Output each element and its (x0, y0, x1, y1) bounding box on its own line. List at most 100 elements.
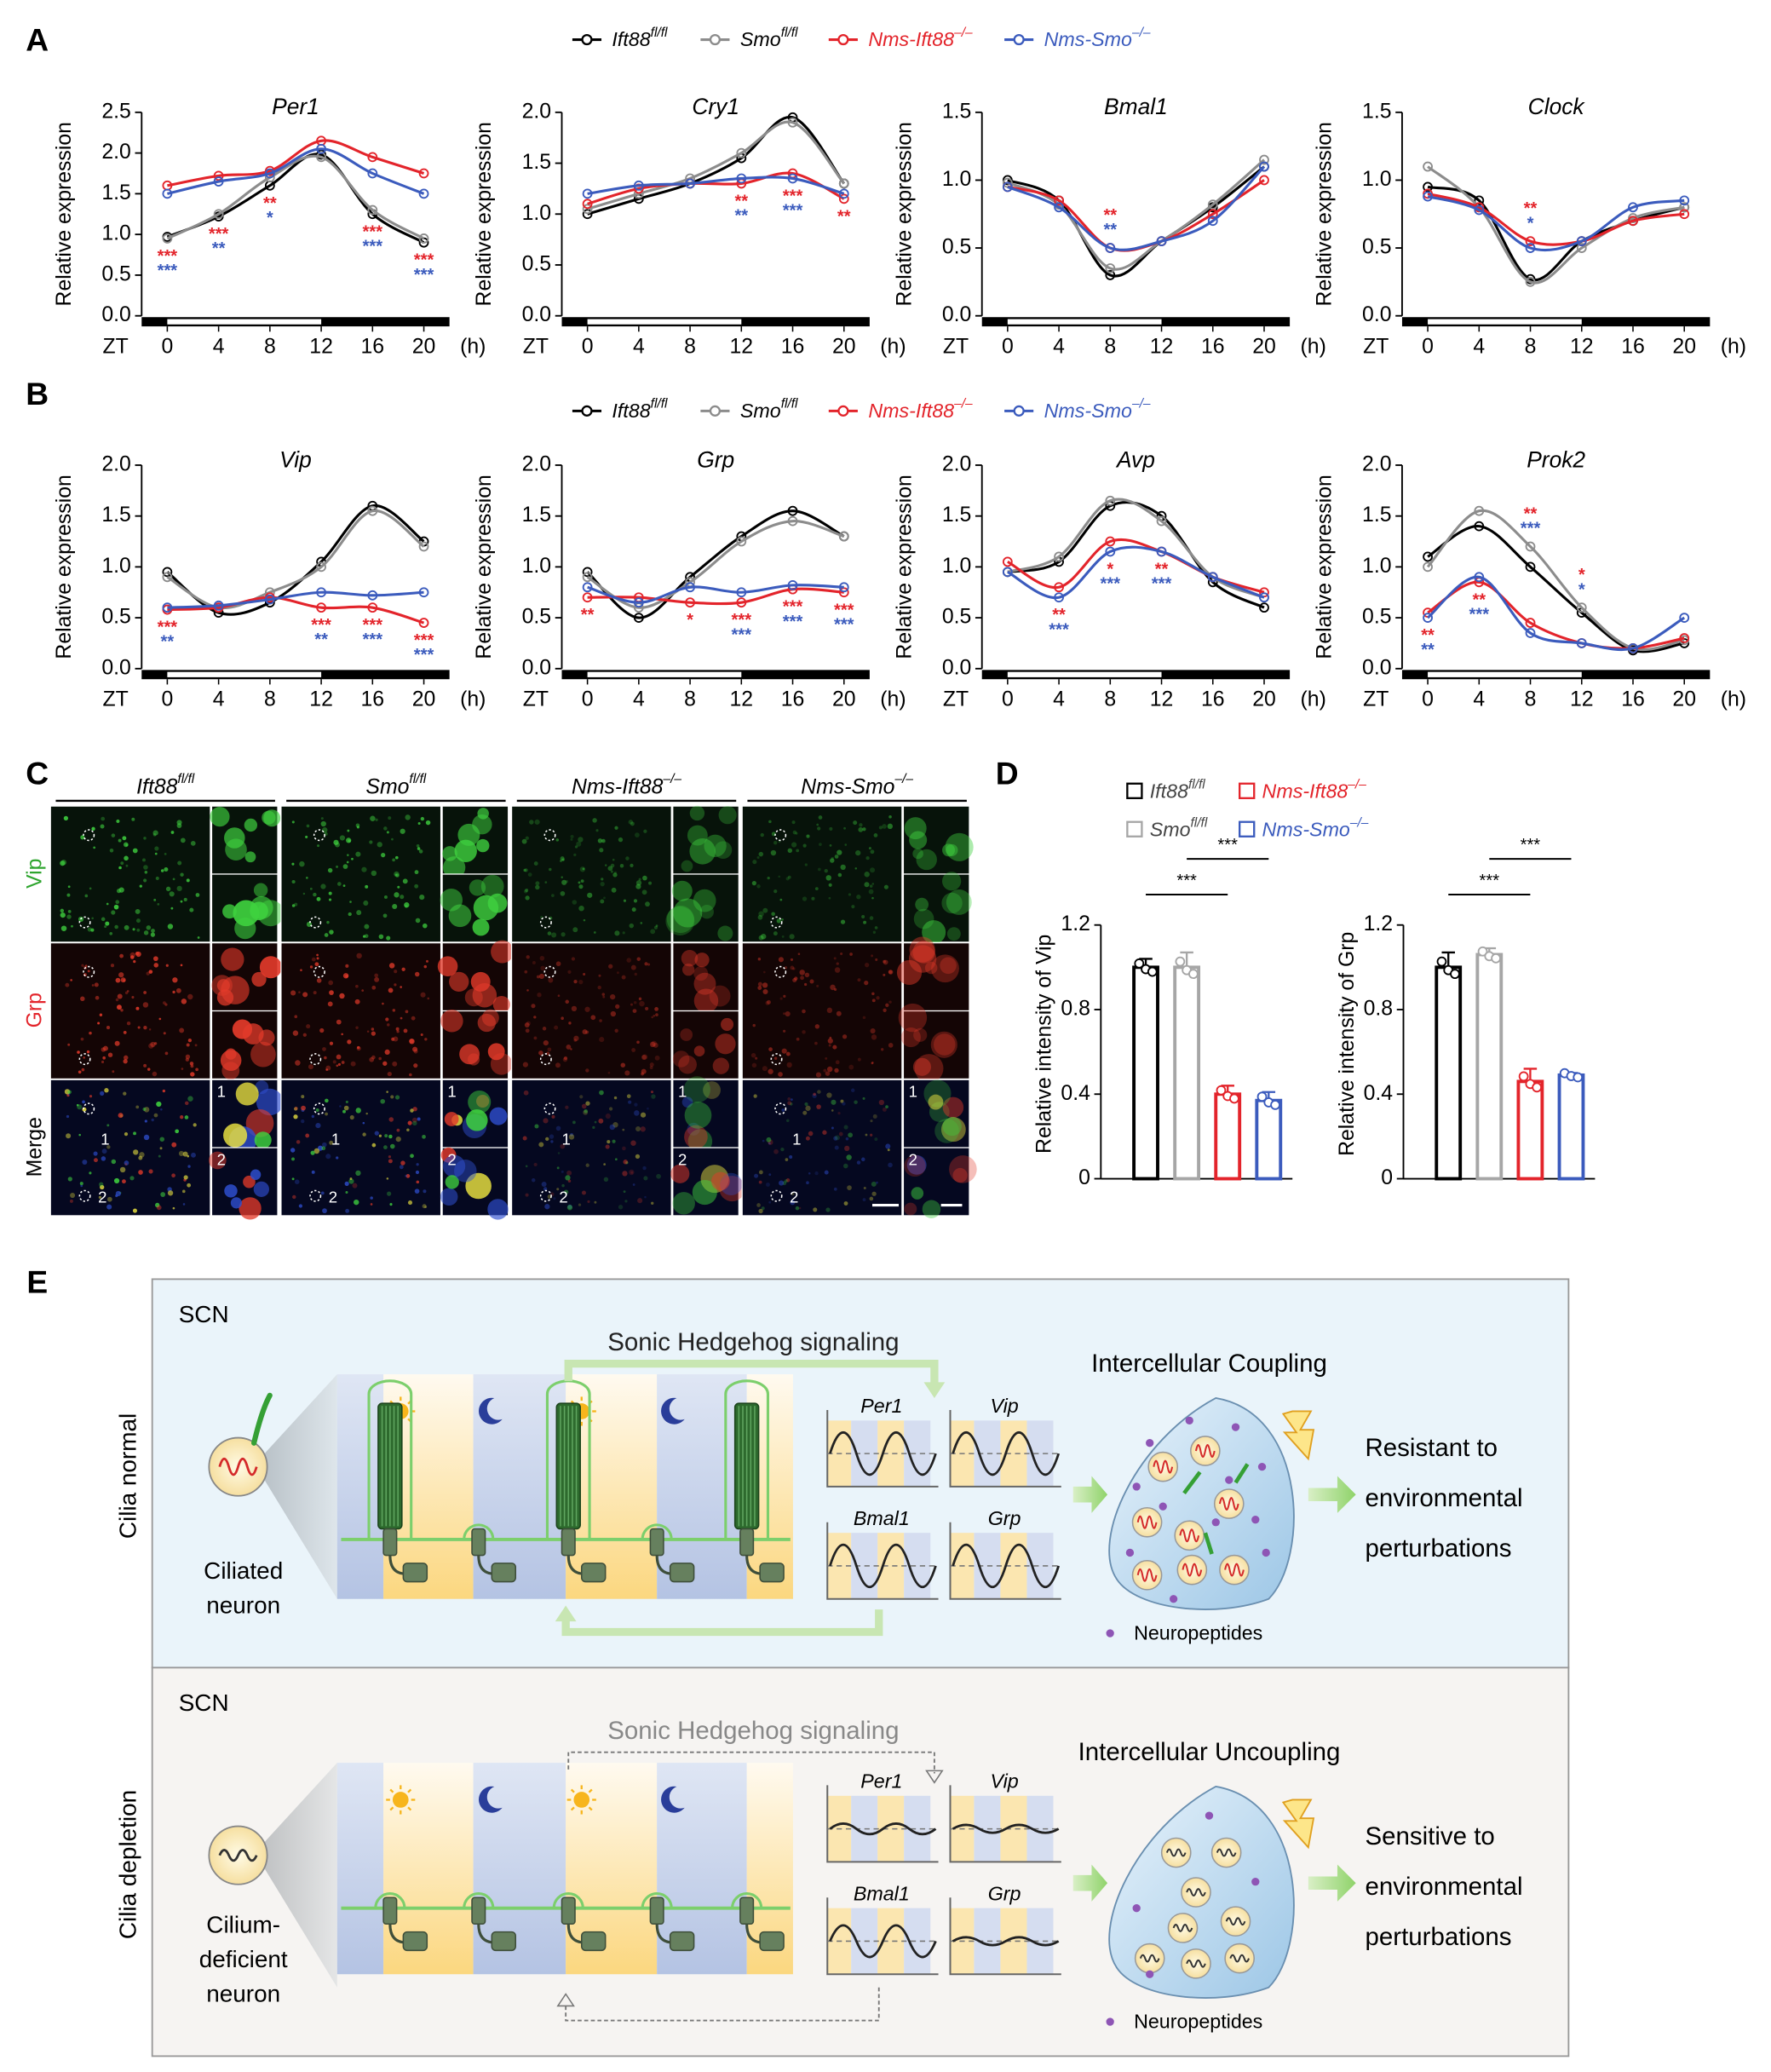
signal (790, 965, 795, 970)
signal (757, 914, 763, 920)
signal (371, 1055, 376, 1060)
data-point (1105, 270, 1116, 280)
data-point (787, 117, 798, 128)
data-point (1525, 243, 1536, 253)
neuron-wave (1229, 1954, 1250, 1963)
signal (626, 958, 632, 963)
signal (329, 930, 334, 935)
signal (792, 830, 797, 835)
signal (171, 1173, 175, 1178)
signal (135, 952, 140, 956)
signal (522, 1062, 528, 1068)
signal (911, 1187, 924, 1200)
signal (133, 1149, 139, 1155)
inset-label: 1 (678, 1083, 687, 1101)
signal (320, 820, 326, 827)
signal (424, 1038, 428, 1041)
x-tick-label: 12 (1150, 688, 1174, 711)
signal (870, 1027, 876, 1034)
signal (630, 863, 634, 867)
signal (825, 1207, 831, 1212)
inset-label: 2 (447, 1150, 456, 1168)
data-point (736, 147, 747, 158)
signal (645, 1006, 649, 1010)
data-point (1525, 628, 1536, 638)
signal (756, 1203, 761, 1207)
signal (672, 1192, 695, 1215)
signal (413, 1063, 418, 1068)
signal (703, 1081, 721, 1099)
signal (909, 831, 928, 849)
signal (806, 834, 810, 838)
signal (692, 1179, 717, 1206)
signal (578, 881, 581, 884)
neuron-wave (1186, 1959, 1206, 1968)
data-point (1105, 536, 1116, 547)
signal (555, 1062, 561, 1068)
label-name: Ift88 (136, 775, 177, 798)
signal (158, 1017, 162, 1021)
data-point (213, 600, 224, 611)
signal (848, 893, 852, 896)
data-point (162, 188, 173, 199)
neuron-label: neuron (206, 1980, 280, 2006)
signal (336, 1156, 339, 1160)
signal (823, 1068, 827, 1073)
mini-axes (949, 1522, 1061, 1600)
x-tick-label: 20 (412, 688, 436, 711)
signal (830, 984, 836, 991)
signal (785, 1179, 788, 1183)
signal (635, 880, 642, 886)
signal (567, 970, 572, 974)
y-tick-label: 1.0 (1362, 555, 1391, 578)
signal (142, 1107, 147, 1111)
x-axis-label: ZT (523, 688, 549, 711)
signal (898, 1003, 928, 1033)
signal (369, 840, 373, 844)
signal (623, 1160, 628, 1165)
data-point (367, 590, 378, 601)
signaling-label: Sonic Hedgehog signaling (607, 1328, 899, 1356)
signal (364, 924, 370, 930)
data-point (316, 602, 326, 613)
bar (1475, 953, 1504, 1181)
signal (915, 897, 929, 912)
signal (794, 976, 798, 981)
signal (378, 1134, 382, 1137)
signal (563, 1056, 568, 1061)
data-point (162, 602, 173, 613)
chart-title: Cry1 (692, 94, 739, 119)
signal (106, 1145, 111, 1149)
data-point (367, 602, 378, 613)
signal (785, 1158, 789, 1161)
signal (855, 849, 861, 856)
signal (60, 860, 66, 866)
signal (387, 1023, 390, 1027)
series-line (587, 584, 844, 604)
signal (684, 1125, 708, 1149)
signal (175, 1129, 180, 1134)
label-sup: fl/fl (651, 26, 668, 40)
data-point (1576, 236, 1587, 247)
signal (693, 988, 719, 1013)
signal (780, 1147, 785, 1152)
significance-label: ** (1155, 561, 1169, 579)
signal (833, 1136, 838, 1141)
signal (781, 935, 785, 938)
x-axis-unit: (h) (1721, 688, 1746, 711)
signal (825, 1071, 831, 1076)
signal (687, 1122, 700, 1136)
signal (941, 892, 963, 914)
signal (93, 1151, 98, 1156)
signal (585, 1163, 589, 1167)
signal (395, 1027, 400, 1031)
signal (526, 1021, 531, 1026)
signal (570, 1132, 573, 1137)
signal (313, 1148, 320, 1154)
signal (826, 1007, 833, 1014)
signal (912, 848, 923, 860)
signal (164, 1003, 168, 1006)
x-tick-label: 20 (412, 335, 436, 358)
significance-label: *** (158, 262, 178, 280)
signal (356, 910, 362, 916)
